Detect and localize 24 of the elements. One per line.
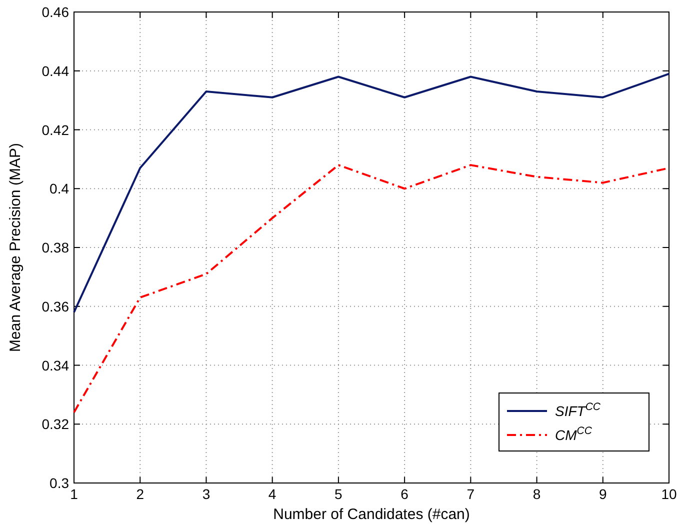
x-tick-label: 5 bbox=[334, 486, 343, 502]
y-tick-label: 0.46 bbox=[42, 4, 70, 20]
legend-label: CM$^{CC}$ bbox=[555, 425, 592, 443]
x-tick-label: 1 bbox=[70, 486, 78, 502]
y-tick-label: 0.3 bbox=[50, 475, 70, 491]
y-tick-label: 0.32 bbox=[42, 416, 70, 432]
x-axis-title: Number of Candidates (#can) bbox=[273, 506, 470, 523]
x-tick-label: 8 bbox=[532, 486, 541, 502]
x-tick-label: 6 bbox=[400, 486, 409, 502]
x-tick-label: 9 bbox=[598, 486, 607, 502]
line-series bbox=[73, 72, 670, 314]
x-tick-label: 4 bbox=[268, 486, 276, 502]
y-tick-label: 0.36 bbox=[42, 298, 70, 314]
x-tick-label: 3 bbox=[202, 486, 210, 502]
y-tick-label: 0.4 bbox=[50, 180, 70, 197]
x-tick-label: 10 bbox=[661, 486, 677, 502]
x-tick-label: 7 bbox=[466, 486, 475, 502]
y-tick-label: 0.44 bbox=[42, 62, 70, 79]
x-tick-label: 2 bbox=[136, 486, 144, 502]
y-tick-label: 0.38 bbox=[42, 240, 70, 256]
y-tick-label: 0.34 bbox=[42, 357, 70, 374]
y-axis-title: Mean Average Precision (MAP) bbox=[7, 143, 24, 352]
y-tick-label: 0.42 bbox=[42, 122, 70, 138]
legend-label: SIFT$^{CC}$ bbox=[555, 401, 601, 419]
